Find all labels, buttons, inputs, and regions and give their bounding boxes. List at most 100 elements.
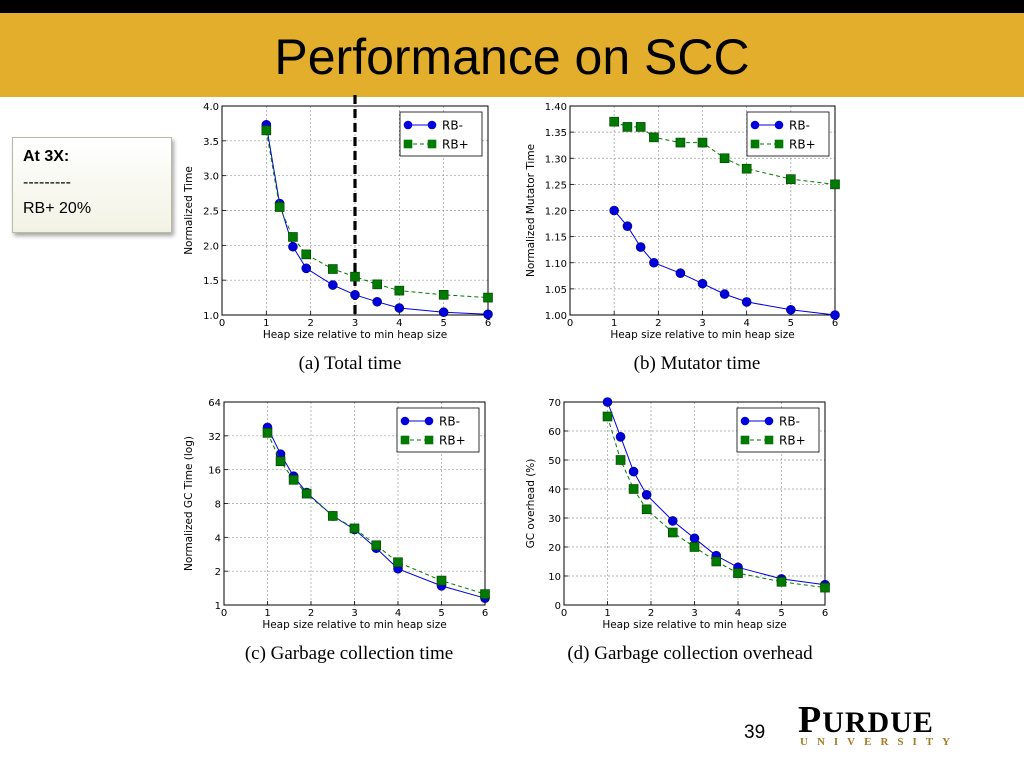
x-tick-label: 6: [485, 318, 491, 329]
data-point-rb-plus: [261, 125, 272, 136]
legend-marker-rb-plus: [750, 139, 760, 149]
data-point-rb-plus: [641, 504, 652, 515]
legend-marker-rb-minus: [774, 120, 784, 130]
y-tick-label: 1.00: [545, 311, 567, 322]
caption-b: (b) Mutator time: [633, 353, 761, 374]
legend-box: [736, 407, 820, 453]
y-axis-label: Normalized Time: [183, 166, 195, 255]
logo-word-rest: URDUE: [822, 706, 934, 739]
x-tick-label: 0: [567, 318, 573, 329]
x-tick-label: 5: [788, 318, 794, 329]
y-tick-label: 8: [215, 500, 221, 511]
data-point-rb-plus: [438, 289, 449, 300]
title-bar: [0, 13, 1024, 97]
data-point-rb-minus: [719, 289, 730, 299]
data-point-rb-plus: [667, 527, 678, 538]
caption-c: (c) Garbage collection time: [244, 643, 454, 664]
y-tick-label: 4: [215, 533, 221, 544]
data-point-rb-plus: [371, 540, 382, 551]
legend-marker-rb-minus: [750, 120, 760, 130]
data-point-rb-plus: [275, 456, 286, 467]
data-point-rb-minus: [372, 296, 382, 307]
x-tick-label: 6: [832, 318, 838, 329]
data-point-rb-minus: [609, 205, 619, 216]
legend-label: RB+: [779, 434, 806, 448]
data-point-rb-minus: [697, 278, 708, 289]
series-line-rb-minus: [613, 210, 836, 316]
x-axis-label: Heap size relative to min heap size: [262, 619, 446, 631]
logo-initial: P: [798, 699, 823, 741]
data-point-rb-plus: [602, 411, 613, 422]
x-tick-label: 5: [440, 318, 446, 329]
x-tick-label: 0: [221, 608, 227, 619]
axes-frame: [223, 401, 486, 606]
y-tick-label: 70: [548, 398, 561, 409]
y-tick-label: 4.0: [203, 102, 219, 113]
legend-marker-rb-minus: [403, 120, 413, 130]
y-tick-label: 20: [548, 543, 561, 554]
data-point-rb-plus: [274, 202, 285, 212]
data-point-rb-plus: [615, 455, 626, 465]
y-tick-label: 30: [548, 514, 561, 525]
legend-box: [399, 111, 483, 157]
data-point-rb-plus: [719, 153, 730, 164]
x-axis-label: Heap size relative to min heap size: [610, 329, 794, 341]
x-tick-label: 2: [655, 318, 661, 329]
y-tick-label: 3.0: [203, 172, 219, 183]
legend-marker-rb-minus: [427, 120, 437, 130]
legend-label: RB-: [439, 415, 460, 429]
chart-mutator-time: 0 1 2 3 4 5 6 1.00 1.05 1.10 1.15 1.20 1.25 1.30 1.35 1…: [525, 102, 840, 341]
data-point-rb-plus: [480, 589, 490, 599]
data-point-rb-minus: [622, 221, 633, 231]
x-tick-label: 2: [308, 608, 314, 619]
legend-box: [396, 407, 480, 453]
axes-frame: [221, 105, 489, 316]
y-tick-label: 3.5: [203, 137, 219, 148]
data-point-rb-minus: [635, 242, 646, 252]
x-tick-label: 1: [611, 318, 617, 329]
x-tick-label: 2: [307, 318, 313, 329]
legend-marker-rb-minus: [764, 416, 774, 426]
x-tick-label: 2: [648, 608, 654, 619]
data-point-rb-minus: [641, 490, 652, 500]
data-point-rb-plus: [786, 174, 796, 184]
data-point-rb-plus: [288, 475, 299, 485]
data-point-rb-plus: [393, 557, 403, 568]
data-point-rb-plus: [262, 428, 273, 438]
data-point-rb-plus: [776, 577, 787, 587]
y-tick-label: 16: [208, 466, 221, 477]
legend-marker-rb-minus: [400, 416, 410, 426]
y-tick-label: 1.5: [203, 276, 219, 287]
data-point-rb-minus: [649, 257, 659, 268]
data-point-rb-plus: [609, 116, 619, 127]
x-tick-label: 5: [438, 608, 444, 619]
data-point-rb-plus: [436, 575, 447, 586]
x-tick-label: 6: [482, 608, 488, 619]
data-point-rb-minus: [615, 431, 626, 442]
data-point-rb-plus: [733, 568, 743, 578]
y-tick-label: 60: [548, 427, 561, 438]
data-point-rb-minus: [667, 516, 678, 526]
y-tick-label: 40: [548, 485, 561, 496]
data-point-rb-minus: [786, 304, 796, 315]
caption-a: (a) Total time: [298, 353, 402, 374]
legend-marker-rb-plus: [774, 139, 784, 149]
x-tick-label: 3: [351, 608, 357, 619]
data-point-rb-plus: [288, 232, 298, 242]
y-tick-label: 1.30: [545, 154, 567, 165]
legend-marker-rb-plus: [740, 435, 750, 445]
legend-marker-rb-plus: [400, 435, 410, 445]
x-tick-label: 4: [396, 318, 402, 329]
y-tick-label: 1.10: [545, 259, 567, 270]
x-tick-label: 5: [778, 608, 784, 619]
data-point-rb-plus: [301, 249, 312, 260]
y-tick-label: 1.25: [545, 180, 567, 191]
chart-total-time: 0 1 2 3 4 5 6 1.0 1.5 2.0 2.5 3.0 3.5 4.0 Heap size re…: [183, 95, 493, 341]
page-number: 39: [744, 722, 766, 743]
x-tick-label: 3: [691, 608, 697, 619]
x-tick-label: 1: [264, 608, 270, 619]
x-tick-label: 3: [699, 318, 705, 329]
legend-marker-rb-plus: [764, 435, 774, 445]
